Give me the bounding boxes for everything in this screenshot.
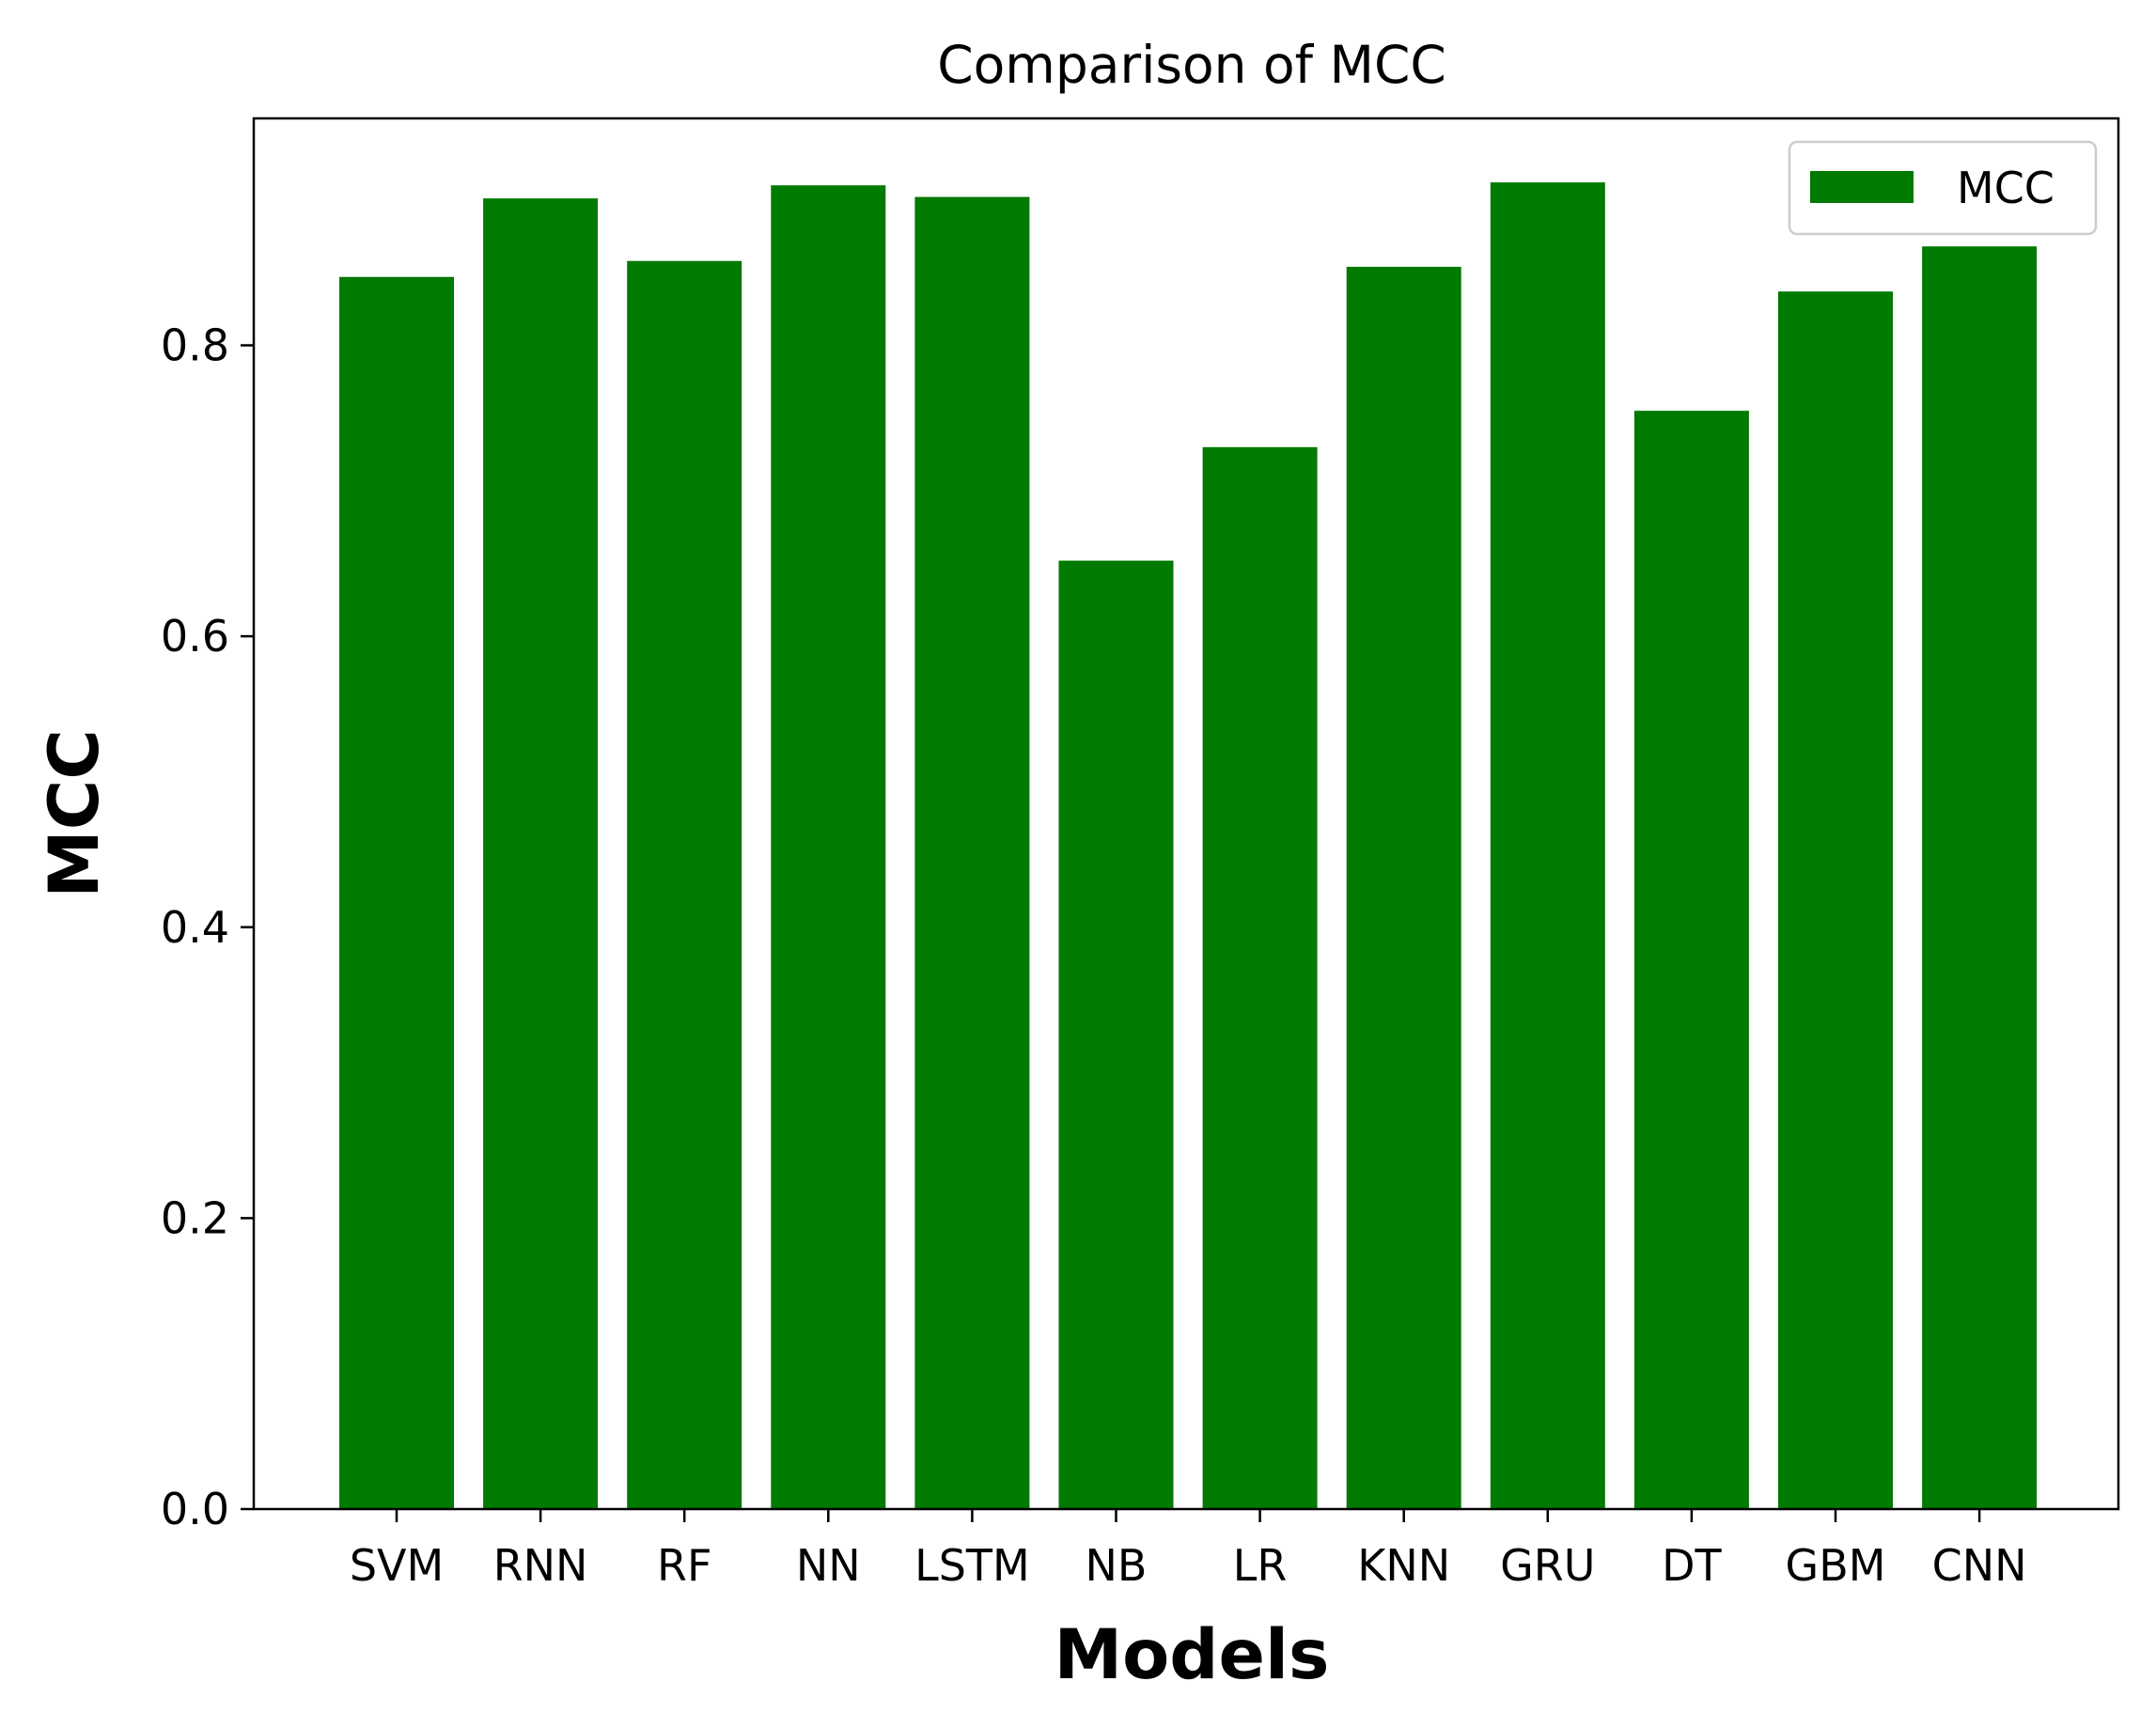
x-tick-label: LR bbox=[1233, 1540, 1288, 1591]
legend: MCC bbox=[1788, 140, 2098, 236]
y-tick-label: 0.2 bbox=[161, 1192, 229, 1243]
legend-swatch bbox=[1810, 171, 1914, 203]
bar-rnn bbox=[483, 198, 599, 1509]
x-tick-label: DT bbox=[1662, 1540, 1722, 1591]
x-axis-title: Models bbox=[1054, 1615, 1329, 1695]
x-tick-label: GBM bbox=[1786, 1540, 1886, 1591]
bar-gru bbox=[1490, 182, 1605, 1509]
bars-layer bbox=[339, 182, 2038, 1510]
bar-nb bbox=[1058, 560, 1174, 1509]
x-tick-label: NN bbox=[796, 1540, 861, 1591]
bar-svm bbox=[339, 276, 454, 1509]
y-tick-label: 0.6 bbox=[161, 611, 229, 662]
bar-lstm bbox=[914, 196, 1030, 1510]
x-tick-label: RNN bbox=[493, 1540, 588, 1591]
bar-knn bbox=[1346, 266, 1461, 1509]
bar-dt bbox=[1633, 411, 1749, 1509]
x-tick-label: LSTM bbox=[914, 1540, 1030, 1591]
bar-gbm bbox=[1778, 291, 1893, 1510]
bar-cnn bbox=[1922, 246, 2038, 1510]
y-axis-title: MCC bbox=[35, 729, 115, 898]
x-axis-ticks: SVM RNN RF NN LSTM NB LR KNN GRU DT GBM CNN bbox=[350, 1509, 2027, 1591]
y-tick-label: 0.8 bbox=[161, 320, 229, 371]
bar-lr bbox=[1202, 446, 1318, 1509]
plot-frame bbox=[252, 117, 2120, 1511]
x-tick-label: GRU bbox=[1500, 1540, 1595, 1591]
bar-rf bbox=[627, 260, 742, 1510]
y-tick-label: 0.0 bbox=[161, 1484, 229, 1534]
x-tick-label: KNN bbox=[1357, 1540, 1450, 1591]
chart-title: Comparison of MCC bbox=[937, 35, 1446, 95]
x-tick-label: RF bbox=[657, 1540, 711, 1591]
legend-label: MCC bbox=[1957, 163, 2054, 213]
x-tick-label: SVM bbox=[350, 1540, 444, 1591]
x-tick-label: CNN bbox=[1932, 1540, 2027, 1591]
x-tick-label: NB bbox=[1086, 1540, 1148, 1591]
legend-box bbox=[1788, 140, 2098, 236]
y-axis-ticks: 0.0 0.2 0.4 0.6 0.8 bbox=[161, 320, 254, 1534]
y-tick-label: 0.4 bbox=[161, 902, 229, 953]
bar-nn bbox=[771, 185, 886, 1510]
